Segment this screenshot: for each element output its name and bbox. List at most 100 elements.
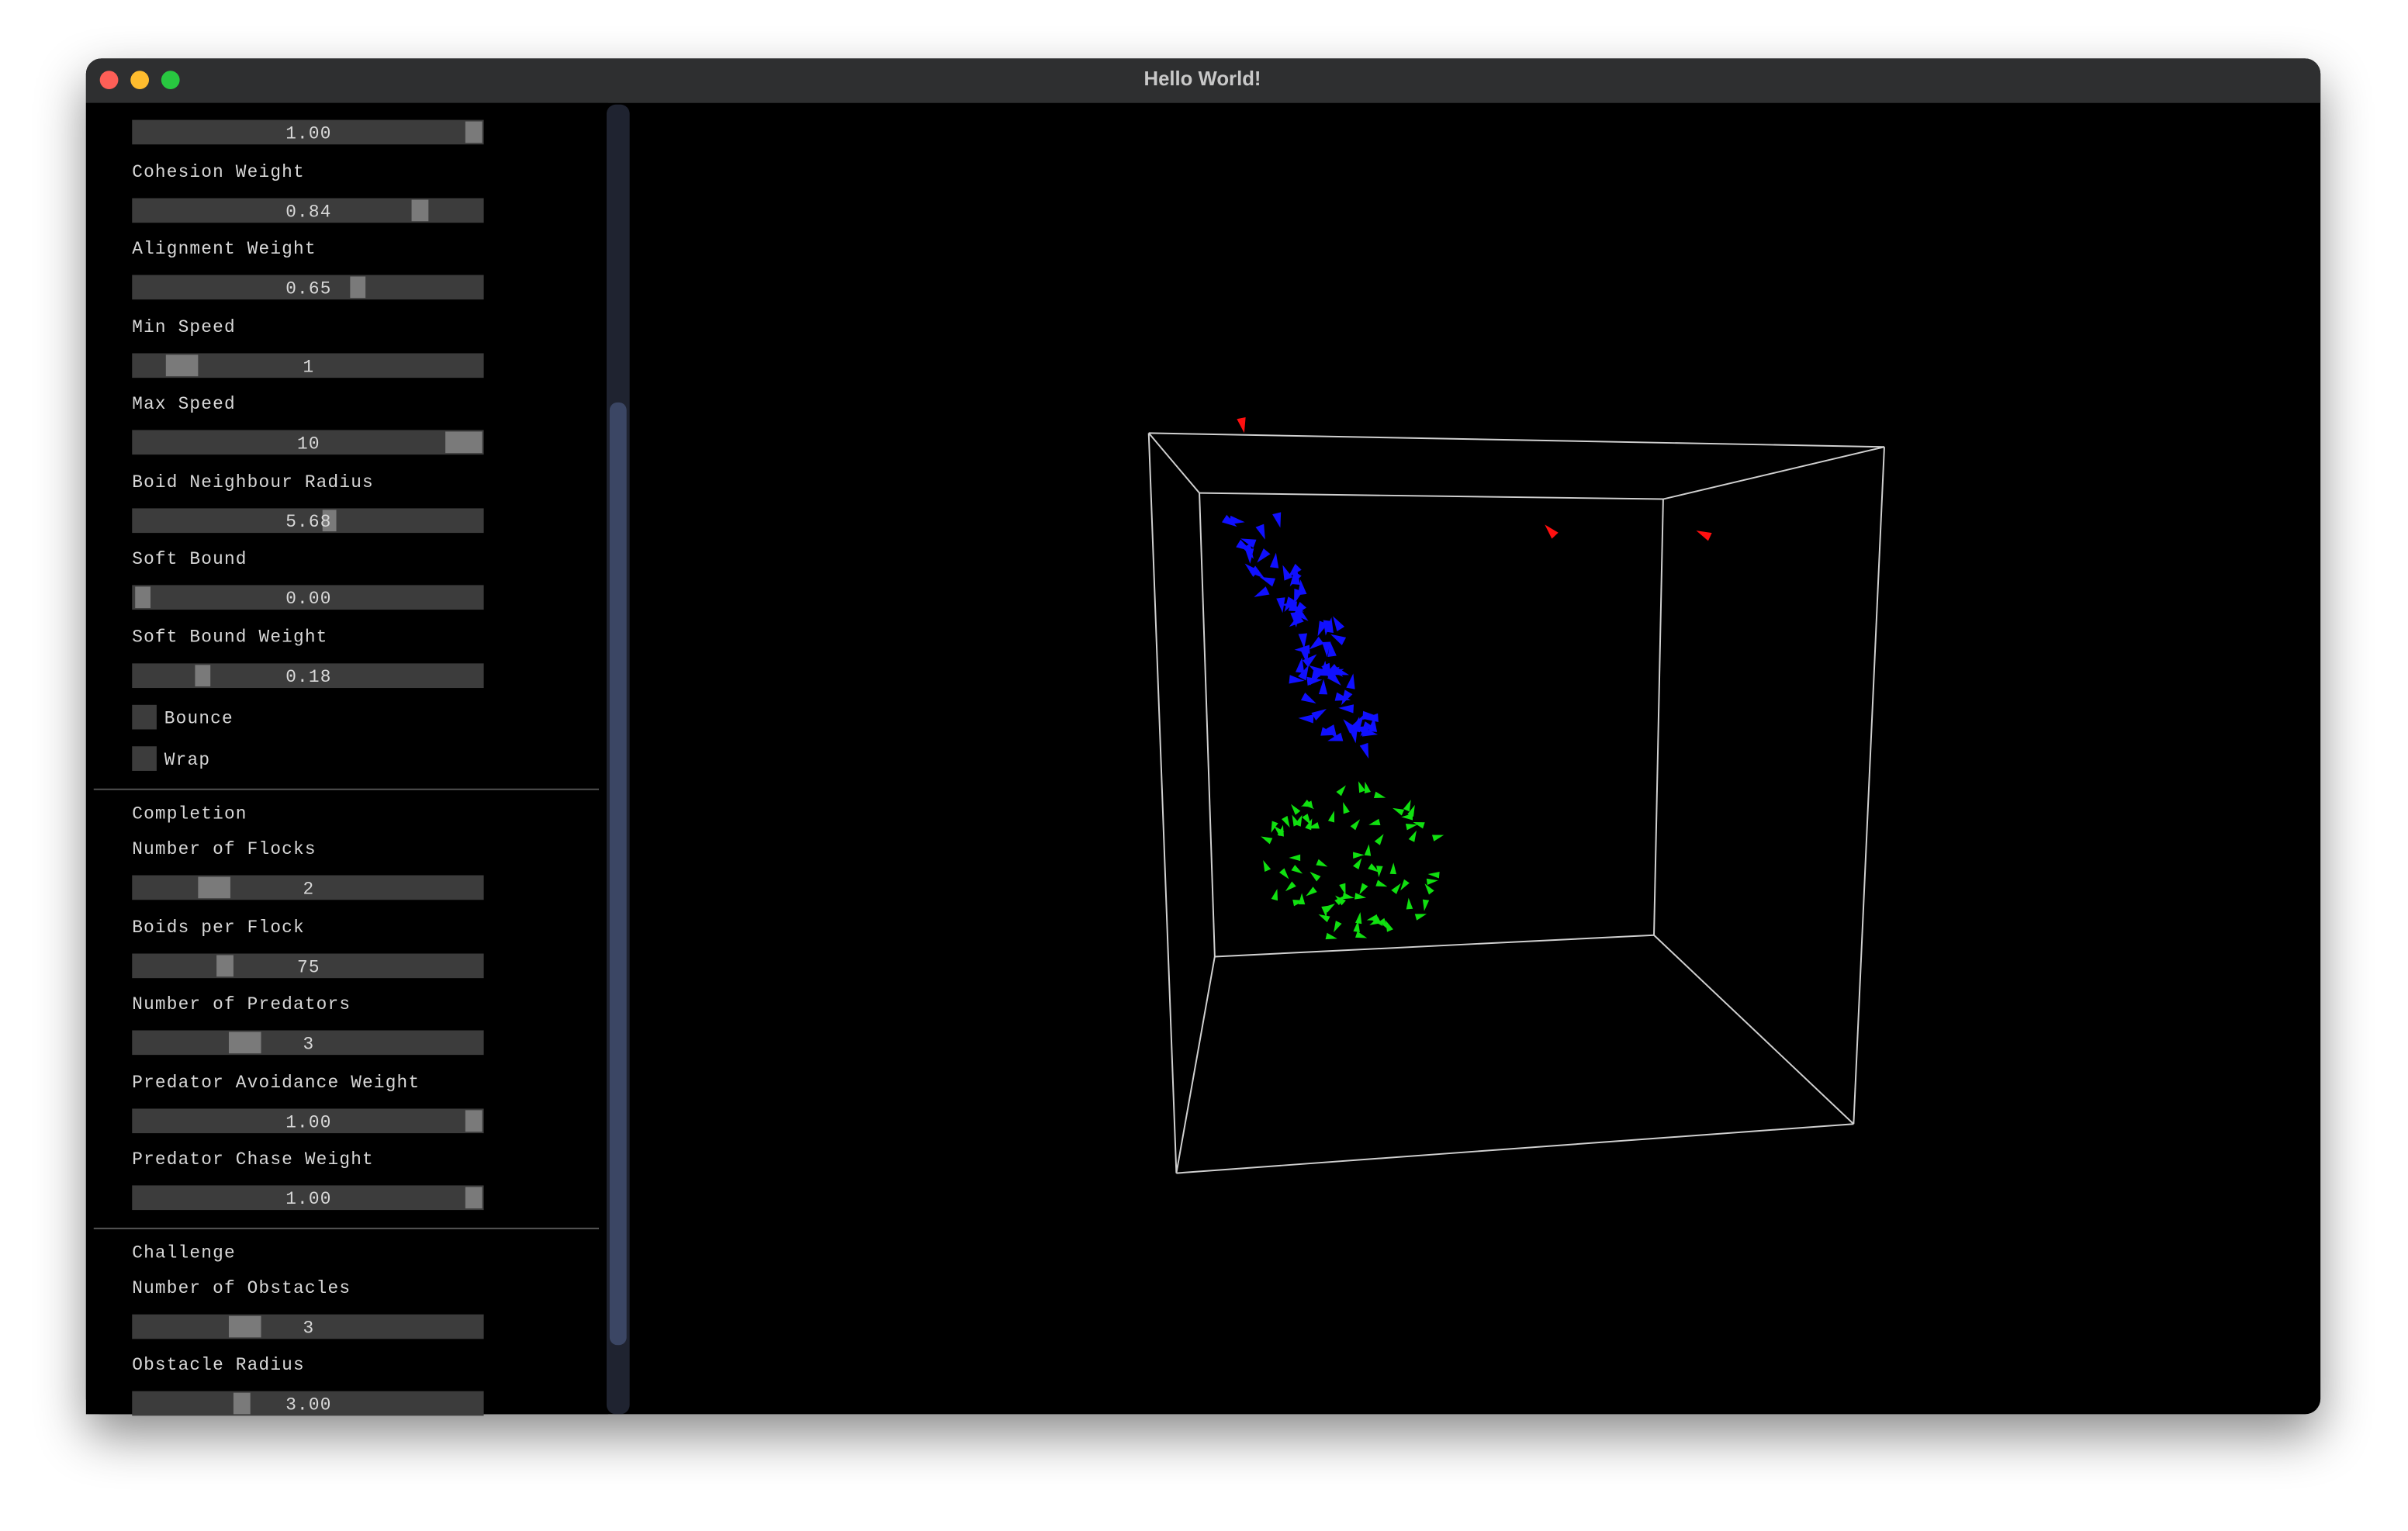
green-boid [1327, 810, 1335, 823]
predator [1545, 524, 1559, 539]
slider-thumb[interactable] [322, 510, 337, 532]
green-boid [1298, 893, 1306, 905]
slider-thumb[interactable] [165, 354, 199, 377]
checkbox-label: Bounce [164, 709, 234, 729]
slider-thumb[interactable] [216, 955, 234, 977]
slider-track[interactable] [132, 875, 484, 900]
green-boid [1279, 868, 1289, 880]
green-boid [1408, 830, 1417, 842]
green-boid [1426, 878, 1438, 886]
green-boid [1364, 781, 1371, 794]
slider-value: 0.84 [285, 202, 331, 222]
blue-boid [1300, 648, 1310, 664]
blue-boid [1368, 716, 1378, 732]
green-boid [1307, 822, 1320, 829]
section-title: Completion [132, 804, 247, 824]
blue-boid [1259, 576, 1276, 587]
green-boid [1366, 914, 1379, 921]
blue-boid [1288, 563, 1302, 578]
blue-boid [1289, 571, 1302, 587]
blue-boid [1269, 552, 1279, 569]
panel-controls: 1.00 Cohesion Weight 0.84 Alignment Weight 0… [93, 119, 600, 1416]
slider-track[interactable] [132, 1108, 484, 1134]
blue-boid [1298, 665, 1310, 681]
slider-track[interactable] [132, 430, 484, 455]
slider-label: Soft Bound Weight [132, 627, 327, 648]
blue-boid [1309, 636, 1324, 650]
blue-boid [1289, 675, 1305, 684]
blue-boid [1326, 724, 1338, 740]
slider-value: 0.65 [285, 278, 331, 299]
blue-boid [1240, 538, 1257, 548]
slider-thumb[interactable] [350, 276, 366, 299]
green-boid [1373, 791, 1386, 798]
slider-label: Min Speed [132, 317, 236, 337]
bounding-box-edge [1176, 1123, 1854, 1174]
slider-thumb[interactable] [465, 121, 483, 143]
slider-label: Soft Bound [132, 549, 247, 569]
green-boid [1339, 883, 1346, 895]
green-boid [1368, 863, 1379, 873]
blue-boid [1300, 692, 1316, 704]
slider-track[interactable] [132, 663, 484, 689]
close-button[interactable] [99, 71, 119, 89]
blue-boid [1323, 620, 1332, 636]
zoom-button[interactable] [161, 71, 180, 89]
slider-thumb[interactable] [228, 1032, 261, 1054]
slider-value: 10 [297, 434, 320, 454]
blue-boid [1352, 726, 1368, 735]
green-boid [1354, 912, 1362, 924]
blue-boid [1338, 704, 1354, 714]
blue-boid [1348, 727, 1358, 744]
blue-boid [1298, 633, 1308, 649]
green-boid [1422, 899, 1430, 911]
blue-boid [1294, 607, 1309, 621]
slider-track[interactable] [132, 953, 484, 979]
slider-value: 1.00 [285, 1189, 331, 1209]
slider-value: 3 [303, 1034, 314, 1054]
slider-thumb[interactable] [465, 1110, 483, 1132]
bounding-box-edge [1147, 433, 1178, 1173]
checkbox[interactable] [132, 746, 157, 771]
window-title: Hello World! [1144, 68, 1261, 90]
slider-track[interactable] [132, 1185, 484, 1211]
slider-track[interactable] [132, 585, 484, 610]
green-boid [1358, 781, 1366, 793]
predator [1237, 417, 1246, 434]
slider-track[interactable] [132, 1314, 484, 1339]
green-boid [1323, 903, 1336, 913]
green-boid [1300, 800, 1313, 807]
green-boid [1285, 881, 1296, 892]
slider-track[interactable] [132, 1030, 484, 1056]
slider-thumb[interactable] [411, 199, 429, 222]
checkbox[interactable] [132, 704, 157, 730]
bounding-box-edge [1199, 492, 1663, 500]
green-boid [1391, 883, 1401, 894]
bounding-box-edge [1199, 492, 1216, 957]
window-frame [85, 58, 2321, 1415]
slider-value: 1 [303, 357, 314, 377]
green-boid [1350, 819, 1361, 831]
minimize-button[interactable] [130, 71, 150, 89]
scrollbar-thumb[interactable] [609, 402, 627, 1346]
slider-thumb[interactable] [135, 586, 150, 609]
slider-thumb[interactable] [228, 1315, 261, 1338]
bounding-box-edge [1147, 432, 1200, 494]
blue-boid [1363, 713, 1379, 722]
green-boid [1263, 859, 1271, 872]
green-boid [1431, 835, 1444, 842]
slider-thumb[interactable] [233, 1392, 251, 1415]
green-boid [1364, 844, 1372, 856]
slider-thumb[interactable] [198, 876, 230, 899]
slider-thumb[interactable] [445, 431, 483, 454]
slider-thumb[interactable] [465, 1187, 483, 1209]
slider-value: 0.18 [285, 667, 331, 687]
slider-track[interactable] [132, 508, 484, 534]
slider-label: Boids per Flock [132, 918, 305, 938]
bounding-box-edge [1214, 934, 1655, 958]
slider-track[interactable] [132, 119, 484, 145]
slider-value: 1.00 [285, 123, 331, 143]
slider-track[interactable] [132, 1391, 484, 1416]
slider-track[interactable] [132, 275, 484, 300]
slider-thumb[interactable] [195, 665, 211, 687]
